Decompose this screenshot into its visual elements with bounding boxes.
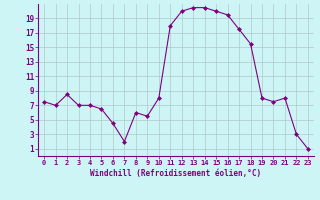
X-axis label: Windchill (Refroidissement éolien,°C): Windchill (Refroidissement éolien,°C) (91, 169, 261, 178)
